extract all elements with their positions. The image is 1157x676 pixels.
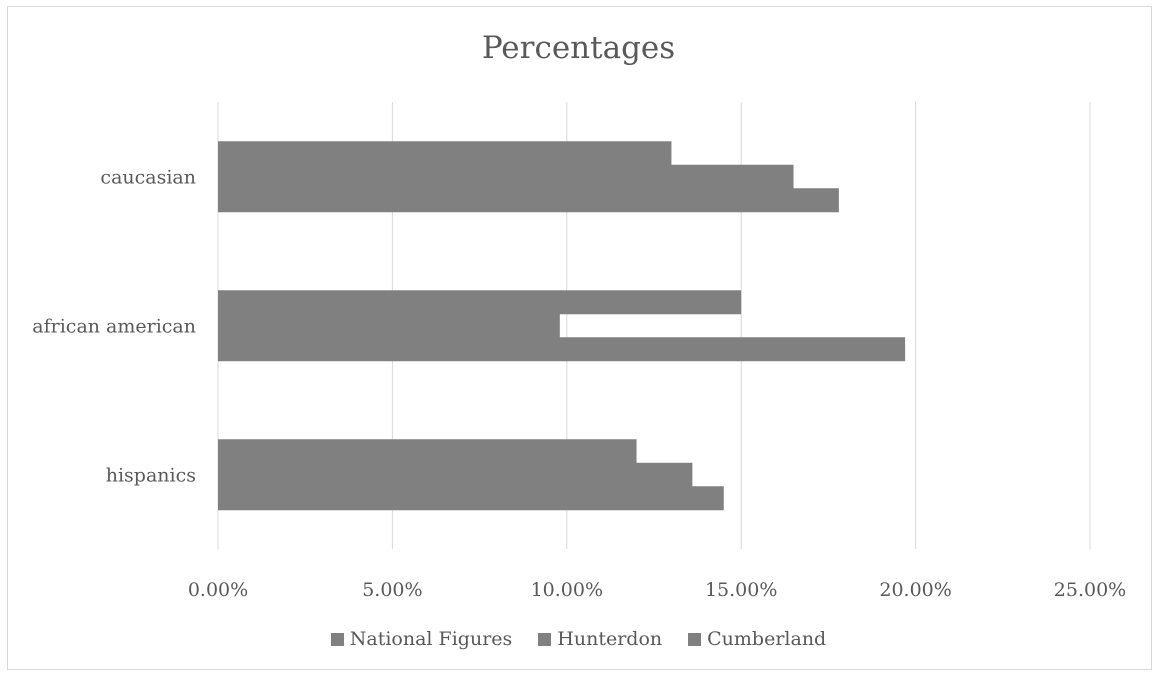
bar-african-american-cumberland xyxy=(218,337,906,362)
bar-caucasian-national-figures xyxy=(218,141,672,166)
x-tick-label: 0.00% xyxy=(188,579,248,601)
legend-swatch-hunterdon xyxy=(538,632,552,646)
y-category-label: hispanics xyxy=(106,465,196,487)
legend-item-national-figures: National Figures xyxy=(330,628,513,650)
legend-swatch-national-figures xyxy=(330,632,344,646)
y-category-label: caucasian xyxy=(100,167,196,189)
legend-swatch-cumberland xyxy=(688,632,702,646)
y-category-label: african american xyxy=(32,316,196,338)
bar-caucasian-cumberland xyxy=(218,188,839,213)
x-tick-label: 5.00% xyxy=(362,579,422,601)
bar-hispanics-hunterdon xyxy=(218,462,693,487)
legend-label-cumberland: Cumberland xyxy=(707,628,827,650)
x-tick-label: 20.00% xyxy=(879,579,951,601)
legend-item-hunterdon: Hunterdon xyxy=(538,628,662,650)
chart-title: Percentages xyxy=(481,30,676,66)
bar-caucasian-hunterdon xyxy=(218,164,794,189)
bar-hispanics-cumberland xyxy=(218,486,724,511)
bar-african-american-hunterdon xyxy=(218,313,560,338)
x-tick-label: 10.00% xyxy=(531,579,603,601)
legend: National Figures Hunterdon Cumberland xyxy=(0,628,1157,650)
x-tick-label: 25.00% xyxy=(1054,579,1126,601)
legend-item-cumberland: Cumberland xyxy=(688,628,826,650)
bar-hispanics-national-figures xyxy=(218,439,637,464)
bar-african-american-national-figures xyxy=(218,290,742,315)
legend-label-hunterdon: Hunterdon xyxy=(557,628,663,650)
x-tick-label: 15.00% xyxy=(705,579,777,601)
legend-label-national-figures: National Figures xyxy=(349,628,513,650)
